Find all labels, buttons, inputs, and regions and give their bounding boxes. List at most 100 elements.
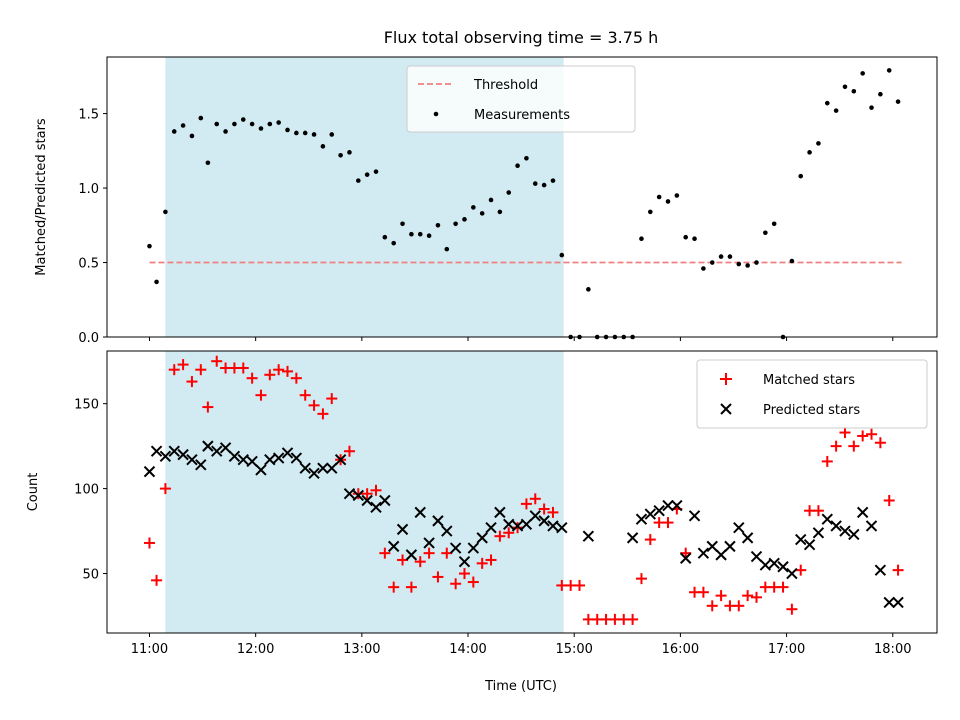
threshold-legend-label: Threshold xyxy=(473,78,538,93)
measurements-point xyxy=(506,190,512,195)
measurements-point xyxy=(656,194,662,200)
measurements-point xyxy=(860,71,865,76)
measurements-point xyxy=(842,84,848,90)
measurements-point xyxy=(559,252,565,258)
matched-stars-point xyxy=(458,568,470,580)
matched-stars-point xyxy=(795,564,807,576)
measurements-point xyxy=(417,231,423,237)
matched-stars-point xyxy=(299,389,311,401)
predicted-stars-point xyxy=(290,452,303,464)
measurements-point xyxy=(771,221,777,227)
x-axis-label: Time (UTC) xyxy=(484,679,557,694)
measurements-point xyxy=(586,287,591,292)
predicted-stars-point xyxy=(733,521,745,534)
x-tick-label: 11:00 xyxy=(131,642,168,657)
matched-stars-point xyxy=(159,483,171,495)
matched-stars-point xyxy=(211,355,223,367)
predicted-stars-point xyxy=(370,501,382,513)
measurements-point xyxy=(382,234,388,240)
predicted-stars-point xyxy=(883,596,895,609)
predicted-stars-point xyxy=(635,513,648,525)
ratio-panel-frame xyxy=(106,56,938,338)
measurements-point xyxy=(364,172,370,177)
matched-stars-point xyxy=(370,484,382,496)
matched-stars-point xyxy=(414,556,426,568)
matched-stars-point xyxy=(627,613,639,625)
predicted-stars-point xyxy=(159,450,172,463)
predicted-stars-point xyxy=(264,454,276,466)
measurements-point xyxy=(462,217,467,222)
predicted-stars-point xyxy=(228,450,241,463)
measurements-point xyxy=(154,279,159,285)
measurements-point xyxy=(171,129,177,134)
predicted-stars-point xyxy=(494,506,506,519)
predicted-stars-point xyxy=(653,504,665,517)
predicted-stars-point xyxy=(414,506,426,519)
measurements-point xyxy=(163,209,168,215)
matched-stars-point xyxy=(662,517,674,529)
predicted-stars-point xyxy=(308,467,320,480)
predicted-legend-swatch xyxy=(720,403,732,415)
predicted-stars-point xyxy=(556,521,568,534)
matched-stars-point xyxy=(848,440,860,452)
matched-stars-point xyxy=(246,372,258,384)
predicted-stars-point xyxy=(476,532,488,544)
matched-stars-point xyxy=(635,573,647,585)
predicted-stars-point xyxy=(626,532,639,544)
measurements-point xyxy=(701,266,706,271)
measurements-point xyxy=(479,211,485,216)
measurements-point xyxy=(709,260,715,265)
matched-stars-point xyxy=(839,427,851,439)
measurements-point xyxy=(718,254,724,259)
matched-stars-point xyxy=(777,581,789,593)
predicted-stars-point xyxy=(343,487,356,500)
matched-stars-point xyxy=(644,534,656,546)
matched-stars-point xyxy=(680,547,692,559)
matched-stars-point xyxy=(379,547,391,559)
predicted-stars-point xyxy=(538,515,550,527)
measurements-point xyxy=(692,236,697,242)
measurements-point xyxy=(205,160,211,166)
predicted-stars-point xyxy=(299,462,311,474)
matched-stars-point xyxy=(326,393,338,405)
matched-stars-point xyxy=(830,440,842,452)
measurements-point xyxy=(267,121,273,127)
matched-stars-point xyxy=(397,554,409,566)
measurements-point xyxy=(329,132,335,137)
measurements-point xyxy=(532,181,538,186)
predicted-stars-point xyxy=(795,533,807,546)
ratio-legend-box xyxy=(406,65,636,133)
measurements-point xyxy=(488,197,494,203)
predicted-stars-point xyxy=(865,520,878,532)
predicted-stars-point xyxy=(582,530,595,542)
predicted-stars-point xyxy=(503,518,515,530)
predicted-stars-point xyxy=(326,462,338,474)
matched-stars-point xyxy=(423,547,435,559)
matched-stars-point xyxy=(512,522,524,534)
predicted-stars-point xyxy=(246,455,258,468)
measurements-point xyxy=(798,173,804,179)
predicted-stars-point xyxy=(786,567,798,580)
predicted-stars-point xyxy=(830,520,842,532)
measurements-point xyxy=(232,121,237,127)
predicted-stars-point xyxy=(272,452,285,464)
ratio-panel-ylabel: Matched/Predicted stars xyxy=(34,118,49,276)
measurements-point xyxy=(302,130,308,136)
measurements-point xyxy=(258,126,264,131)
predicted-stars-point xyxy=(186,454,198,466)
measurements-point xyxy=(754,260,759,265)
measurements-point xyxy=(639,236,644,242)
matched-stars-point xyxy=(290,372,302,384)
measurements-point xyxy=(833,108,839,113)
predicted-stars-point xyxy=(195,459,207,471)
measurements-point xyxy=(816,141,821,146)
matched-stars-point xyxy=(697,586,709,598)
matched-stars-point xyxy=(733,600,745,612)
matched-stars-point xyxy=(273,364,285,376)
matched-stars-point xyxy=(883,494,895,506)
matched-stars-point xyxy=(202,401,214,413)
measurements-point xyxy=(550,178,556,183)
predicted-legend-label: Predicted stars xyxy=(763,403,860,418)
matched-stars-point xyxy=(538,503,550,515)
predicted-stars-point xyxy=(662,499,674,512)
